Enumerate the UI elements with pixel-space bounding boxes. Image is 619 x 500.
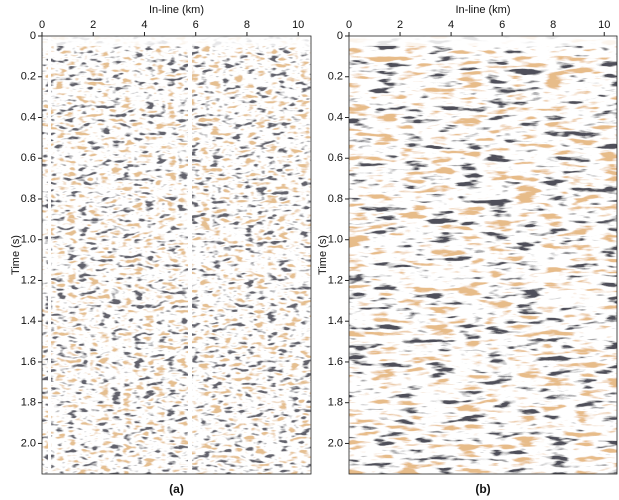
y-tick-label: 0: [30, 30, 36, 42]
x-tick-label: 8: [244, 19, 250, 31]
y-tick-label: 1.2: [21, 274, 36, 286]
y-tick-label: 1.6: [21, 356, 36, 368]
plot-frame: [348, 35, 618, 475]
x-tick-label: 4: [448, 19, 454, 31]
y-tick-label: 0.4: [328, 111, 343, 123]
x-tick-label: 0: [346, 19, 352, 31]
x-tick-label: 6: [499, 19, 505, 31]
x-axis-label: In-line (km): [455, 4, 510, 16]
y-tick-label: 0.2: [328, 71, 343, 83]
y-tick-label: 1.8: [21, 397, 36, 409]
y-tick-label: 0.4: [21, 111, 36, 123]
x-tick-label: 8: [550, 19, 556, 31]
x-tick-label: 6: [193, 19, 199, 31]
y-axis-label: Time (s): [317, 235, 329, 275]
y-tick-label: 0.6: [328, 152, 343, 164]
y-tick-label: 0.2: [21, 71, 36, 83]
y-tick-label: 2.0: [21, 437, 36, 449]
plot-frame: [41, 35, 312, 475]
y-axis-label: Time (s): [10, 235, 22, 275]
seismic-section: [349, 36, 617, 474]
x-tick-label: 4: [141, 19, 147, 31]
x-tick-label: 0: [39, 19, 45, 31]
y-tick-label: 1.0: [328, 234, 343, 246]
trace-gap: [48, 36, 51, 474]
y-tick-label: 0.8: [328, 193, 343, 205]
y-tick-label: 0.6: [21, 152, 36, 164]
x-tick-label: 10: [598, 19, 610, 31]
panel-caption: (a): [169, 482, 184, 496]
seismic-section: [42, 36, 311, 474]
y-tick-label: 1.6: [328, 356, 343, 368]
y-tick-label: 2.0: [328, 437, 343, 449]
x-tick-label: 10: [292, 19, 304, 31]
y-tick-label: 1.4: [21, 315, 36, 327]
y-tick-label: 1.8: [328, 397, 343, 409]
x-axis-label: In-line (km): [149, 4, 204, 16]
y-tick-label: 1.2: [328, 274, 343, 286]
y-tick-label: 0.8: [21, 193, 36, 205]
y-tick-label: 0: [337, 30, 343, 42]
x-tick-label: 2: [90, 19, 96, 31]
x-tick-label: 2: [397, 19, 403, 31]
y-tick-label: 1.0: [21, 234, 36, 246]
trace-gap: [188, 36, 192, 474]
y-tick-label: 1.4: [328, 315, 343, 327]
panel-caption: (b): [475, 482, 490, 496]
top-mute: [349, 36, 617, 46]
top-mute: [42, 36, 311, 46]
